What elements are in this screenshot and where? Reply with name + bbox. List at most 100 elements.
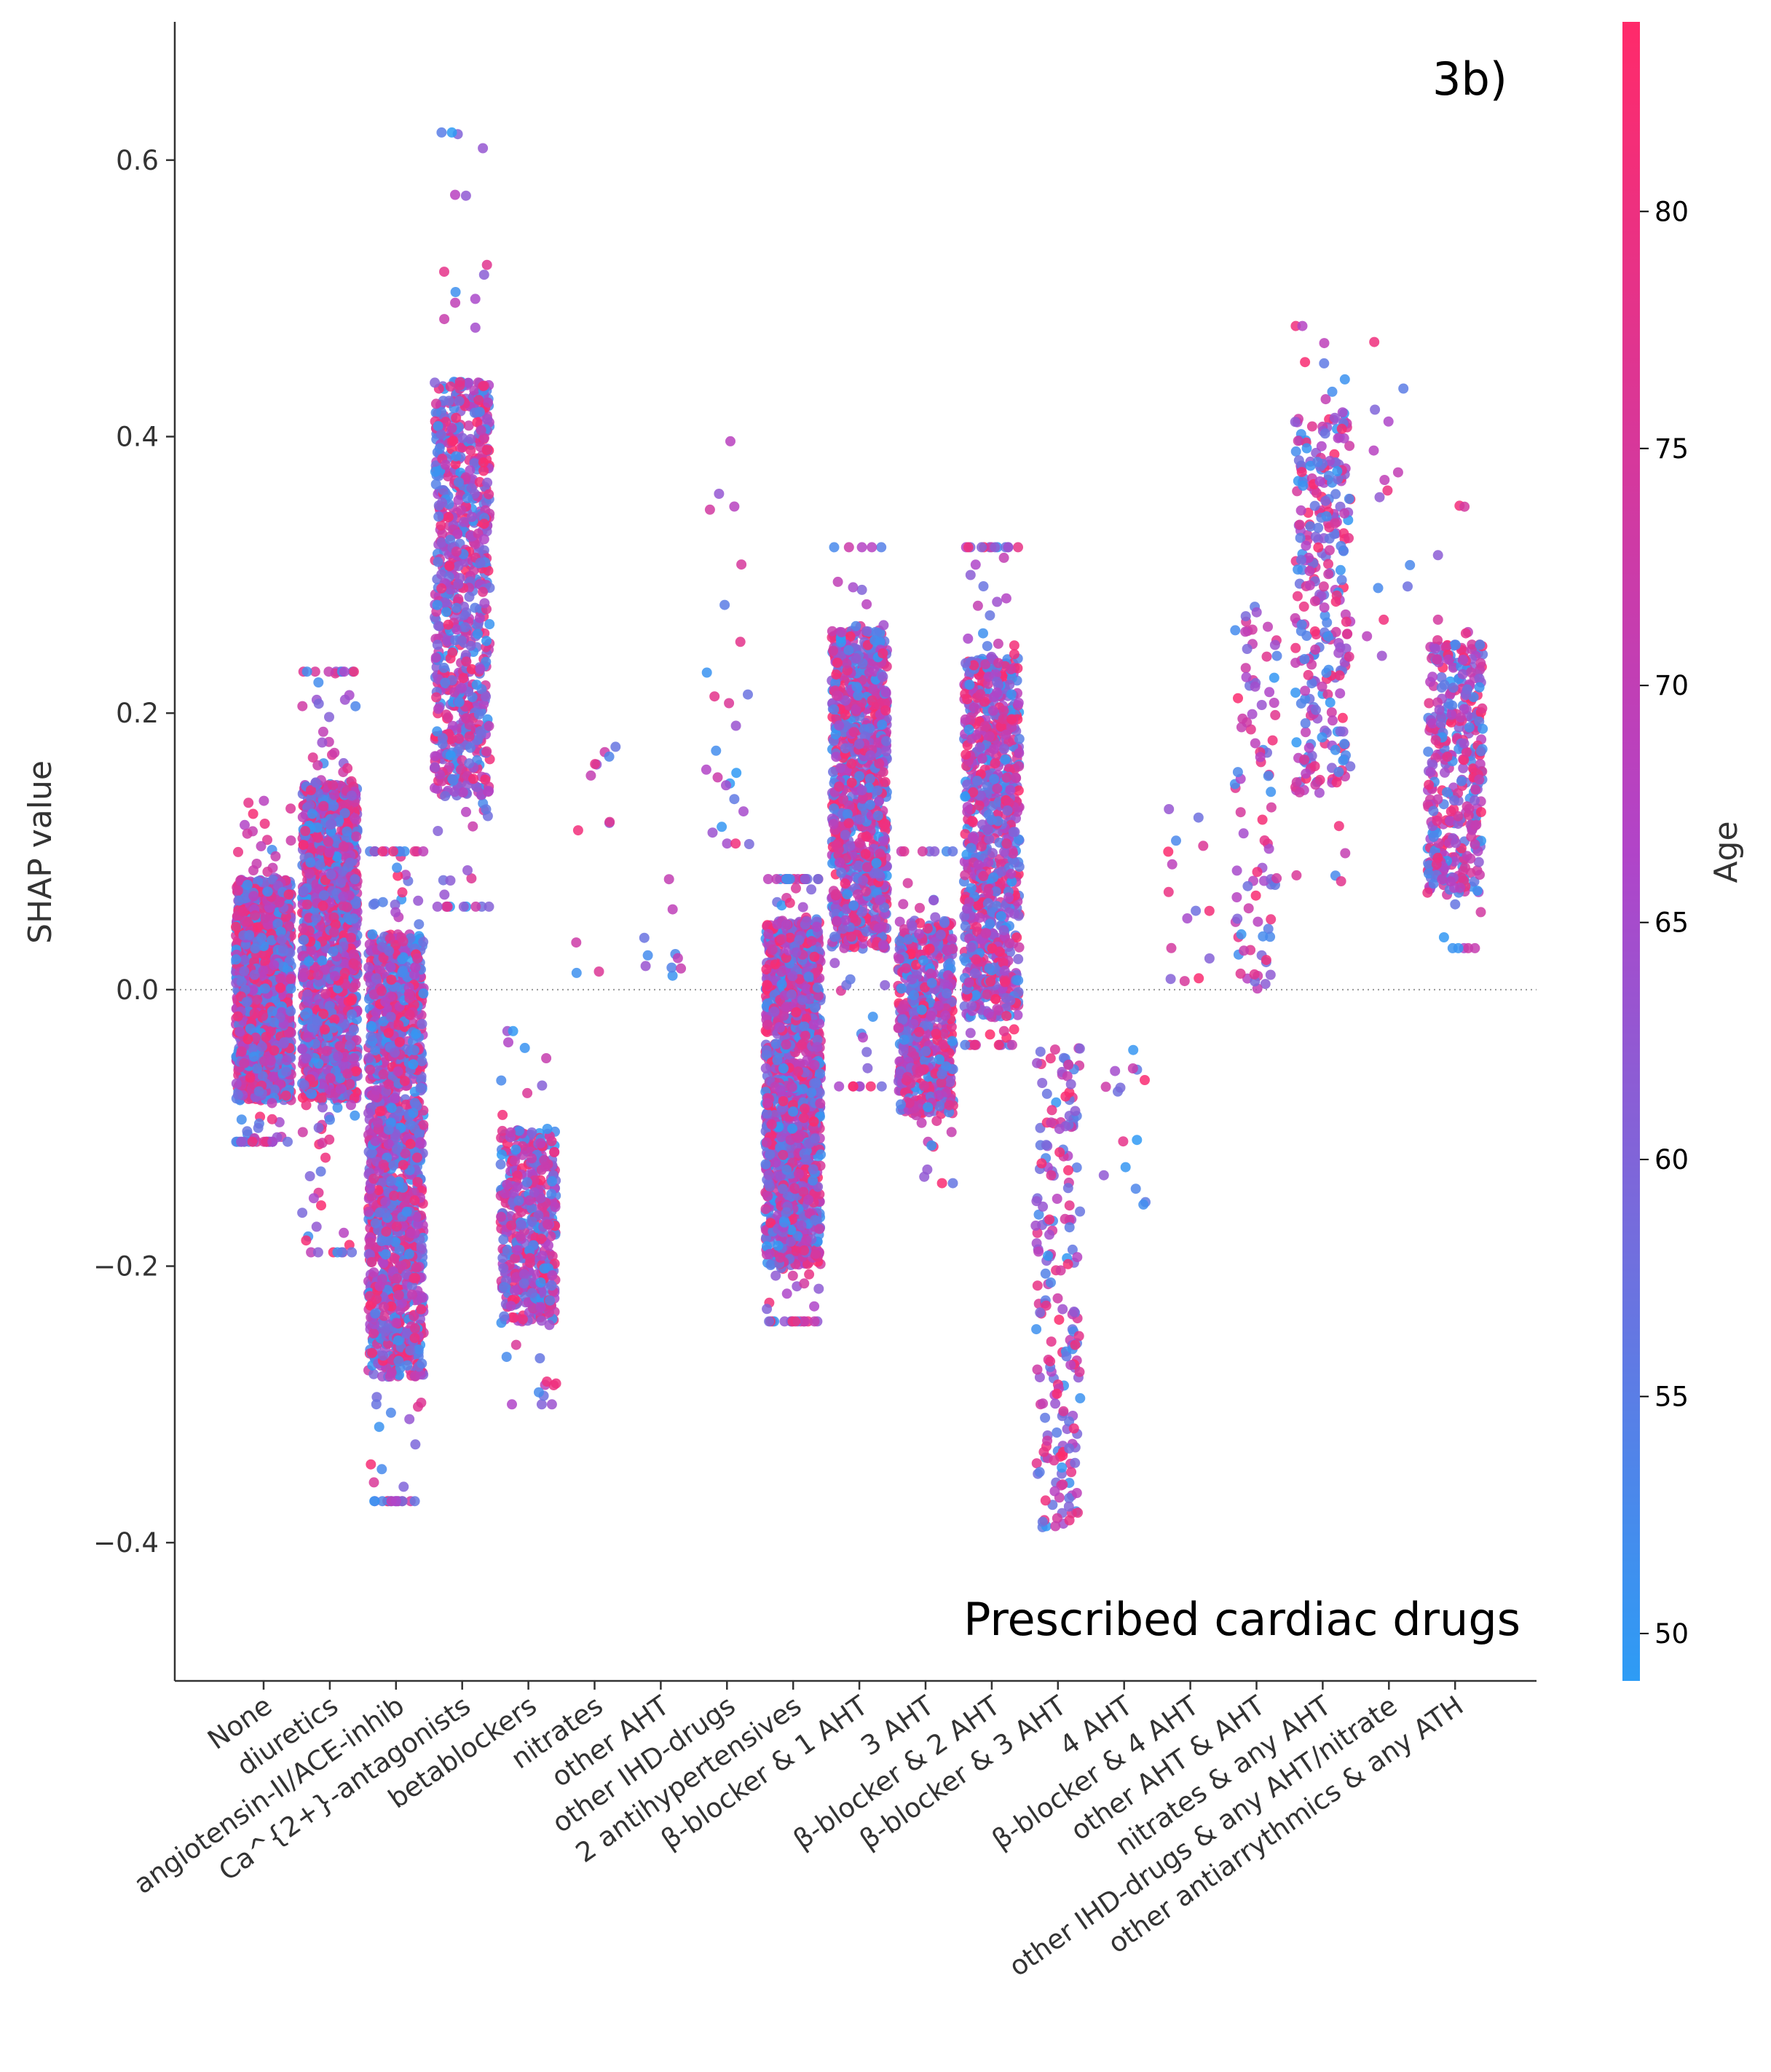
scatter-point [349,1053,359,1063]
scatter-point [302,989,313,1000]
scatter-point [462,865,473,875]
scatter-point [318,890,329,901]
scatter-point [410,962,421,973]
scatter-point [324,847,335,858]
scatter-point [398,966,409,976]
scatter-point [398,1159,409,1170]
scatter-point [450,189,460,200]
scatter-point [329,747,340,758]
scatter-point [318,800,329,811]
scatter-point [398,936,409,947]
scatter-point [385,1012,396,1023]
scatter-point [270,851,281,862]
scatter-point [247,1136,258,1147]
scatter-point [247,1043,258,1054]
scatter-point [439,267,449,277]
scatter-point [368,1368,379,1379]
scatter-point [338,841,349,852]
scatter-point [268,1071,278,1082]
scatter-point [242,828,253,839]
scatter-point [366,1459,376,1470]
scatter-point [363,962,374,973]
scatter-point [298,923,309,934]
scatter-point [368,1477,379,1488]
scatter-point [267,1098,277,1108]
scatter-point [410,1323,420,1334]
scatter-point [347,1247,358,1258]
scatter-point [436,127,447,138]
scatter-point [398,1481,409,1492]
scatter-point [245,1023,256,1034]
scatter-point [374,1280,385,1291]
scatter-point [417,1358,427,1369]
scatter-point [323,666,334,677]
scatter-point [275,926,286,937]
scatter-point [391,1273,402,1284]
scatter-point [369,1319,379,1330]
scatter-point [479,598,490,609]
scatter-point [232,1090,243,1100]
scatter-point [272,918,283,929]
scatter-point [396,1260,407,1271]
scatter-point [409,1273,419,1284]
scatter-point [317,726,328,737]
scatter-point [252,994,263,1005]
scatter-point [236,1046,247,1057]
scatter-point [339,1227,350,1238]
scatter-point [377,846,388,856]
scatter-point [401,1206,412,1217]
scatter-point [283,1027,294,1038]
scatter-point [231,954,242,965]
scatter-point [387,846,398,856]
scatter-point [283,1136,293,1147]
scatter-point [241,996,252,1007]
scatter-point [382,1235,393,1245]
scatter-point [417,1019,427,1029]
scatter-point [317,1102,328,1113]
scatter-point [252,1063,263,1074]
scatter-point [285,803,296,814]
scatter-point [231,1078,242,1089]
scatter-point [366,1031,376,1042]
scatter-point [398,1182,409,1193]
scatter-point [371,1399,382,1410]
scatter-point [285,983,296,994]
scatter-point [390,1093,401,1104]
scatter-point [404,1414,415,1425]
scatter-point [280,911,291,922]
scatter-point [307,808,317,819]
scatter-point [257,1071,268,1082]
scatter-point [304,1171,315,1181]
scatter-point [325,819,336,830]
scatter-point [410,1439,421,1450]
scatter-point [393,1066,403,1077]
scatter-point [315,1166,326,1177]
scatter-point [285,1006,296,1017]
scatter-point [461,806,471,817]
scatter-point [381,1226,392,1237]
scatter-point [324,1001,335,1012]
scatter-point [258,1011,268,1021]
scatter-point [351,831,362,842]
scatter-point [267,1006,277,1017]
scatter-point [371,973,382,984]
scatter-point [267,1136,278,1147]
scatter-point [262,886,273,897]
scatter-point [383,1079,394,1090]
scatter-point [338,891,349,902]
scatter-point [365,1237,376,1248]
scatter-point [269,1017,280,1028]
scatter-point [391,1317,402,1328]
scatter-point [365,1064,376,1075]
scatter-point [402,1360,413,1371]
scatter-point [236,1136,247,1147]
scatter-point [348,958,359,969]
scatter-point [390,1496,401,1507]
scatter-point [313,1058,324,1069]
scatter-point [384,933,395,944]
scatter-point [374,1422,384,1433]
scatter-point [392,1143,402,1154]
scatter-point [256,1041,267,1052]
scatter-point [399,1076,410,1087]
scatter-point [393,1355,404,1366]
